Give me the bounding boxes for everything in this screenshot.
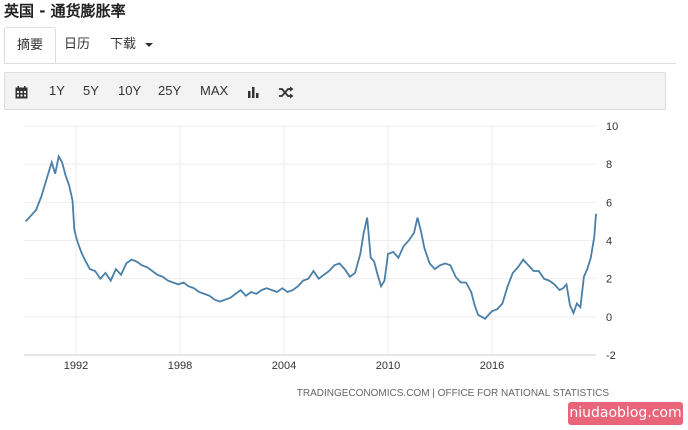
x-tick-label: 2004 xyxy=(272,360,296,372)
tab-download-label: 下载 xyxy=(110,37,137,52)
x-tick-label: 1992 xyxy=(64,360,88,372)
range-max-button[interactable]: MAX xyxy=(200,83,229,98)
x-tick-label: 1998 xyxy=(168,360,192,372)
y-tick-label: -2 xyxy=(606,350,616,362)
bar-chart-icon[interactable] xyxy=(247,84,260,103)
range-1y-button[interactable]: 1Y xyxy=(49,83,65,98)
range-25y-button[interactable]: 25Y xyxy=(158,83,182,98)
y-tick-label: 4 xyxy=(606,236,612,248)
chevron-down-icon xyxy=(145,42,154,47)
shuffle-icon[interactable] xyxy=(279,84,294,103)
x-axis: 1992 1998 2004 2010 2016 xyxy=(64,360,504,372)
tab-calendar-label: 日历 xyxy=(64,37,91,52)
x-tick-label: 2016 xyxy=(480,360,504,372)
page-title: 英国 - 通货膨胀率 xyxy=(4,2,126,20)
tab-calendar[interactable]: 日历 xyxy=(64,27,90,62)
tab-download[interactable]: 下载 xyxy=(110,27,154,62)
tab-summary-label: 摘要 xyxy=(17,38,44,53)
y-tick-label: 8 xyxy=(606,159,612,171)
calendar-icon[interactable] xyxy=(15,84,28,103)
y-tick-label: 2 xyxy=(606,274,612,286)
watermark: niudaoblog.com xyxy=(568,402,683,425)
y-tick-label: 0 xyxy=(606,312,612,324)
chart-grid xyxy=(24,125,596,356)
source-credit: TRADINGECONOMICS.COM | OFFICE FOR NATION… xyxy=(297,388,610,399)
chart-toolbar: 1Y 5Y 10Y 25Y MAX xyxy=(4,72,666,110)
range-5y-button[interactable]: 5Y xyxy=(83,83,99,98)
x-tick-label: 2010 xyxy=(376,360,400,372)
tab-bar: 摘要 日历 下载 xyxy=(4,27,676,64)
range-10y-button[interactable]: 10Y xyxy=(118,83,142,98)
tab-summary[interactable]: 摘要 xyxy=(4,27,57,63)
inflation-series-line xyxy=(25,154,597,320)
y-tick-label: 6 xyxy=(606,197,612,209)
y-tick-label: 10 xyxy=(606,121,618,133)
y-axis: -2 0 2 4 6 8 10 xyxy=(606,121,618,362)
inflation-line-chart: -2 0 2 4 6 8 10 1992 1998 2004 2010 2016 TRADINGEC… xyxy=(24,121,618,399)
